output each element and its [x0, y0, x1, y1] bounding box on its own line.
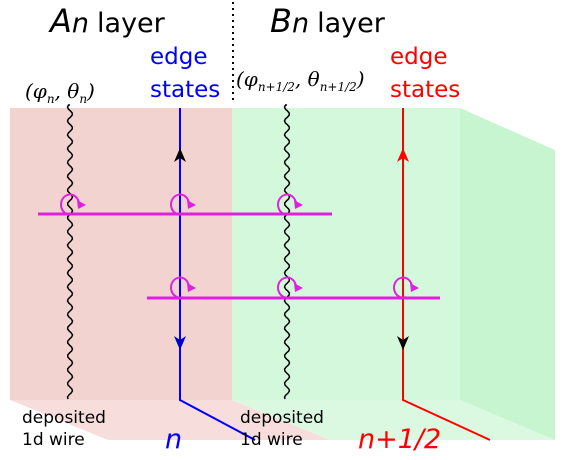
layer-letter: A	[48, 2, 72, 40]
edge-states-label: edge	[390, 44, 448, 70]
arrow	[397, 148, 409, 162]
wire-label: deposited	[22, 408, 106, 428]
layer-index-label: n+1/2	[358, 424, 441, 455]
b-layer-panel	[232, 108, 460, 400]
edge-line-a	[179, 108, 256, 441]
loop-arrow	[294, 200, 303, 209]
layer-word: layer	[317, 8, 386, 39]
field-symbol: (φ	[236, 67, 258, 91]
edge-states-label: states	[390, 77, 460, 103]
loop	[277, 276, 297, 299]
field-label: (φn, θn)	[25, 79, 95, 106]
arrow	[174, 148, 186, 162]
layer-letter: B	[270, 2, 292, 40]
a-layer-panel	[10, 108, 232, 400]
loop-arrow	[77, 200, 86, 209]
field-symbol: (φ	[25, 79, 47, 103]
field-label: (φn+1/2, θn+1/2)	[236, 67, 365, 94]
layer-index: n	[292, 8, 309, 39]
arrow	[397, 336, 409, 350]
layer-title: An layer	[48, 2, 166, 40]
wires	[66, 104, 291, 400]
field-subscript: n+1/2	[258, 80, 295, 94]
field-subscript: n+1/2	[320, 80, 357, 94]
b-layer-side	[460, 108, 555, 440]
field-symbol: )	[356, 67, 365, 91]
field-subscript: n	[47, 92, 55, 106]
layer-index: n	[72, 8, 89, 39]
wire-label: deposited	[240, 408, 324, 428]
field-symbol: )	[86, 79, 95, 103]
field-symbol: , θ	[295, 67, 320, 91]
loop	[170, 193, 190, 216]
loop-arrow	[410, 283, 419, 292]
wire	[283, 104, 291, 400]
loops	[60, 193, 419, 299]
loop-arrow	[187, 283, 196, 292]
wire-label: 1d wire	[22, 430, 85, 450]
wire-label: 1d wire	[240, 430, 303, 450]
loop-arrow	[294, 283, 303, 292]
pink-floor	[10, 400, 330, 440]
layer-index-label: n	[165, 424, 182, 455]
wire	[66, 104, 74, 400]
edge-states-label: edge	[150, 44, 208, 70]
loop	[60, 193, 80, 216]
layer-title: Bn layer	[270, 2, 386, 40]
layer-word: layer	[97, 8, 166, 39]
loop	[170, 276, 190, 299]
field-symbol: , θ	[55, 79, 80, 103]
edge-states-label: states	[150, 77, 220, 103]
loop	[393, 276, 413, 299]
arrow	[174, 336, 186, 350]
loop-arrow	[187, 200, 196, 209]
loop	[277, 193, 297, 216]
edge-line-b	[402, 108, 491, 441]
green-floor	[232, 400, 555, 440]
field-subscript: n	[79, 92, 87, 106]
